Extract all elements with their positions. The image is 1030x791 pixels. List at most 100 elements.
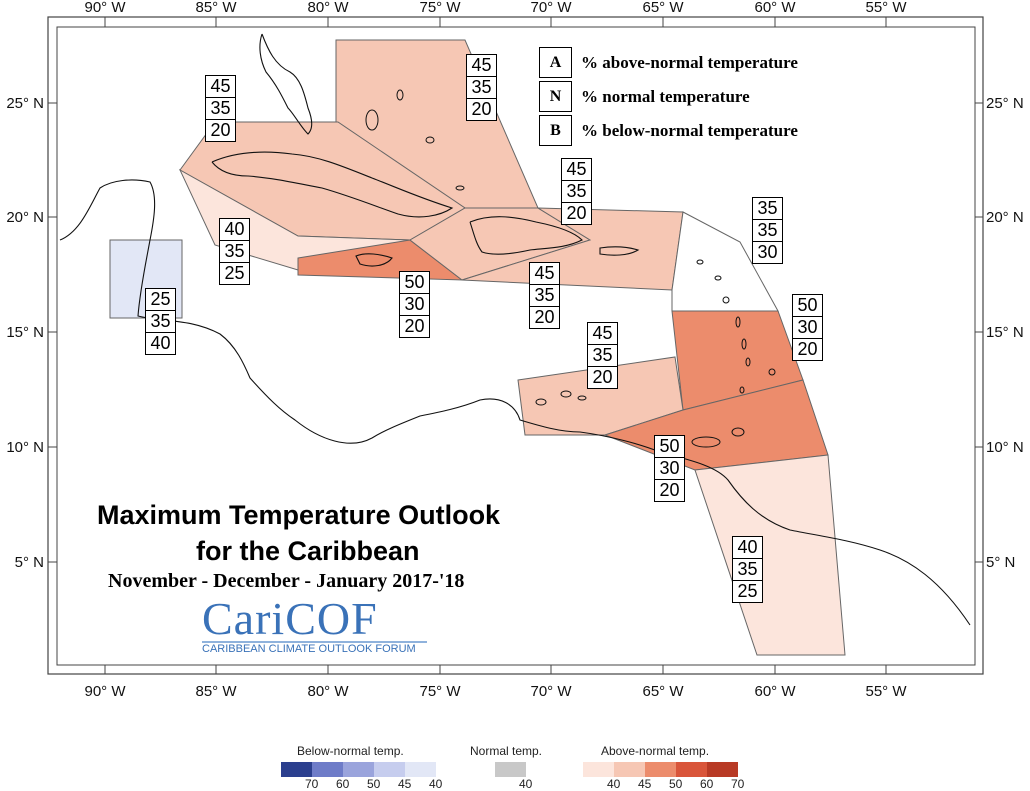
legend-label-above: 40 (607, 777, 621, 791)
prob-box-hispaniola: 45 35 20 (529, 262, 560, 329)
legend-swatch-below (281, 762, 312, 777)
caricof-logo-tagline: CARIBBEAN CLIMATE OUTLOOK FORUM (202, 643, 416, 655)
key-text-normal: % normal temperature (581, 87, 750, 106)
lat-tick-left: 20° N (6, 209, 44, 226)
prob-below: 20 (587, 366, 618, 389)
prob-normal: 35 (145, 310, 176, 333)
key-letter-n: N (539, 81, 572, 112)
legend-label-normal: 40 (519, 777, 533, 791)
key-letter-a: A (539, 47, 572, 78)
lon-tick-top: 60° W (754, 0, 796, 16)
prob-below: 30 (752, 241, 783, 264)
prob-below: 20 (792, 338, 823, 361)
lat-tick-right: 20° N (986, 209, 1024, 226)
legend-swatch-above (645, 762, 676, 777)
lat-tick-left: 10° N (6, 439, 44, 456)
lon-tick-top: 55° W (865, 0, 907, 16)
key-text-below: % below-normal temperature (581, 121, 798, 140)
prob-below: 25 (732, 580, 763, 603)
puerto-rico-coastline (599, 246, 640, 256)
legend-swatch-normal (495, 762, 526, 777)
prob-below: 25 (219, 262, 250, 285)
lat-tick-right: 10° N (986, 439, 1024, 456)
lon-tick-bottom: 60° W (754, 683, 796, 700)
legend-label-below: 45 (398, 777, 412, 791)
coastlines (59, 33, 971, 626)
logo-underline (202, 641, 427, 643)
prob-box-bahamas: 45 35 20 (466, 54, 497, 121)
map-title-line2: for the Caribbean (196, 536, 420, 566)
lat-tick-left: 5° N (15, 554, 44, 571)
prob-above: 50 (399, 271, 430, 294)
legend-swatch-above (707, 762, 738, 777)
lat-tick-left: 15° N (6, 324, 44, 341)
prob-box-guianas: 40 35 25 (732, 536, 763, 603)
hispaniola-coastline (469, 216, 583, 255)
prob-box-cayman: 40 35 25 (219, 218, 250, 285)
prob-below: 20 (654, 479, 685, 502)
prob-below: 20 (529, 306, 560, 329)
lon-tick-top: 65° W (642, 0, 684, 16)
lon-tick-top: 85° W (195, 0, 237, 16)
lon-tick-bottom: 70° W (530, 683, 572, 700)
region-puerto-rico (461, 207, 684, 291)
prob-above: 45 (205, 75, 236, 98)
lat-tick-right: 25° N (986, 95, 1024, 112)
prob-normal: 30 (399, 293, 430, 316)
prob-above: 45 (587, 322, 618, 345)
prob-box-jamaica: 50 30 20 (399, 271, 430, 338)
prob-box-trinidad: 50 30 20 (654, 435, 685, 502)
prob-normal: 35 (529, 284, 560, 307)
legend-swatch-above (583, 762, 614, 777)
legend-label-below: 60 (336, 777, 350, 791)
prob-above: 50 (792, 294, 823, 317)
lon-tick-bottom: 80° W (307, 683, 349, 700)
prob-box-puerto-rico: 45 35 20 (561, 158, 592, 225)
legend-swatch-below (343, 762, 374, 777)
prob-box-abc-islands: 45 35 20 (587, 322, 618, 389)
map-outer-frame (47, 16, 984, 675)
lat-tick-left: 25° N (6, 95, 44, 112)
prob-normal: 35 (205, 97, 236, 120)
prob-above: 50 (654, 435, 685, 458)
prob-normal: 35 (561, 180, 592, 203)
prob-below: 20 (466, 98, 497, 121)
legend-label-above: 60 (700, 777, 714, 791)
lon-tick-bottom: 90° W (84, 683, 126, 700)
axis-ticks (48, 17, 983, 674)
lesser-antilles-islands (365, 89, 776, 448)
prob-normal: 30 (792, 316, 823, 339)
prob-box-belize: 25 35 40 (145, 288, 176, 355)
prob-below: 20 (205, 119, 236, 142)
legend-label-below: 40 (429, 777, 443, 791)
lon-tick-top: 90° W (84, 0, 126, 16)
legend-label-above: 70 (731, 777, 745, 791)
cuba-coastline (211, 151, 454, 218)
key-text-above: % above-normal temperature (581, 53, 798, 72)
lat-tick-right: 15° N (986, 324, 1024, 341)
prob-below: 20 (399, 315, 430, 338)
lon-tick-top: 70° W (530, 0, 572, 16)
prob-normal: 30 (654, 457, 685, 480)
legend-swatch-below (374, 762, 405, 777)
prob-above: 40 (219, 218, 250, 241)
lon-tick-bottom: 75° W (419, 683, 461, 700)
caricof-logo: CariCOF (202, 593, 378, 644)
prob-above: 45 (529, 262, 560, 285)
legend-swatch-below (405, 762, 436, 777)
prob-normal: 35 (219, 240, 250, 263)
prob-normal: 35 (752, 219, 783, 242)
legend-label-above: 45 (638, 777, 652, 791)
map-subtitle: November - December - January 2017-'18 (108, 570, 465, 592)
prob-above: 40 (732, 536, 763, 559)
jamaica-coastline (355, 253, 393, 267)
map-title: Maximum Temperature Outlook (97, 500, 501, 530)
prob-above: 45 (466, 54, 497, 77)
prob-normal: 35 (732, 558, 763, 581)
legend-above-title: Above-normal temp. (601, 744, 710, 758)
lon-tick-bottom: 65° W (642, 683, 684, 700)
lon-tick-bottom: 85° W (195, 683, 237, 700)
legend-label-below: 50 (367, 777, 381, 791)
prob-above: 45 (561, 158, 592, 181)
